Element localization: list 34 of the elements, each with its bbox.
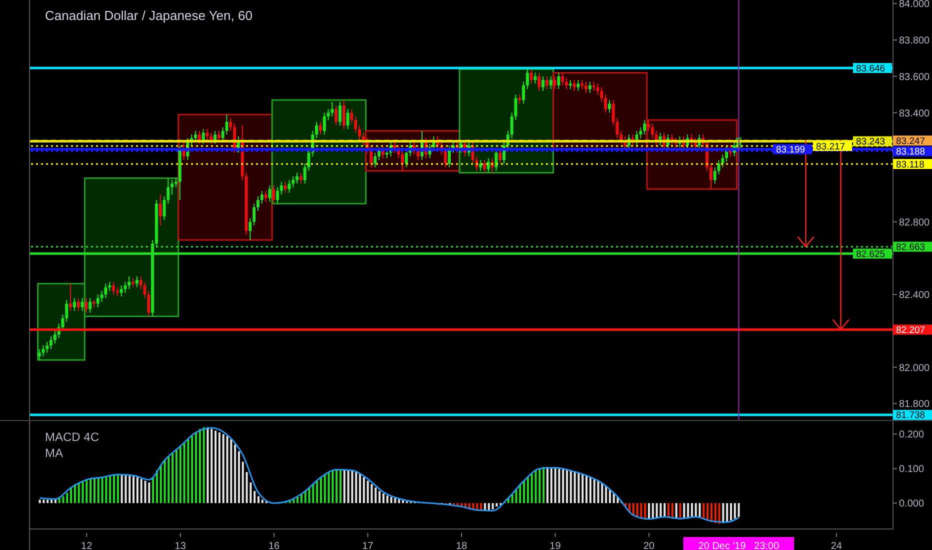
y-tick-label: 83.400 xyxy=(899,108,930,120)
text: Canadian Dollar / Japanese Yen, 60 xyxy=(45,8,252,23)
y-tick-label: 81.800 xyxy=(899,399,930,410)
x-tick-label: 18 xyxy=(456,541,468,550)
x-tick-label: 17 xyxy=(362,541,374,550)
text: MACD 4C xyxy=(45,429,100,445)
ref-line-label: 83.646 xyxy=(856,63,886,74)
x-tick-label: 16 xyxy=(268,541,280,550)
y-tick-label: 0.100 xyxy=(899,464,924,476)
y-tick-label: 82.000 xyxy=(899,362,930,374)
y-tick-label: 83.600 xyxy=(899,72,930,83)
x-tick-label: 20 xyxy=(643,541,655,550)
ref-line-label: 83.243 xyxy=(856,136,886,148)
y-tick-label: 0.200 xyxy=(899,430,924,441)
x-tick-label: 24 xyxy=(830,541,842,550)
text: MA xyxy=(45,445,64,461)
y-tick-label: 0.000 xyxy=(899,498,924,510)
x-tick-label: 20 Dec '19 23:00 xyxy=(698,541,780,550)
ref-line-label: 83.217 xyxy=(816,141,846,152)
ref-line-label: 83.118 xyxy=(896,159,924,170)
ref-line-label: 83.247 xyxy=(896,136,926,147)
x-tick-label: 12 xyxy=(81,541,93,550)
ref-line-label: 82.625 xyxy=(856,248,886,260)
x-tick-label: 13 xyxy=(174,541,186,550)
ref-line-label: 82.207 xyxy=(896,324,926,336)
y-tick-label: 83.800 xyxy=(899,36,930,47)
y-tick-label: 84.000 xyxy=(899,0,930,10)
ref-line-label: 83.188 xyxy=(896,146,926,158)
y-tick-label: 82.800 xyxy=(899,217,930,228)
x-tick-label: 19 xyxy=(550,541,562,550)
y-tick-label: 82.400 xyxy=(899,290,930,302)
ref-line-label: 82.663 xyxy=(896,242,926,254)
ref-line-label: 83.199 xyxy=(776,144,806,156)
ref-line-label: 81.738 xyxy=(896,410,926,422)
